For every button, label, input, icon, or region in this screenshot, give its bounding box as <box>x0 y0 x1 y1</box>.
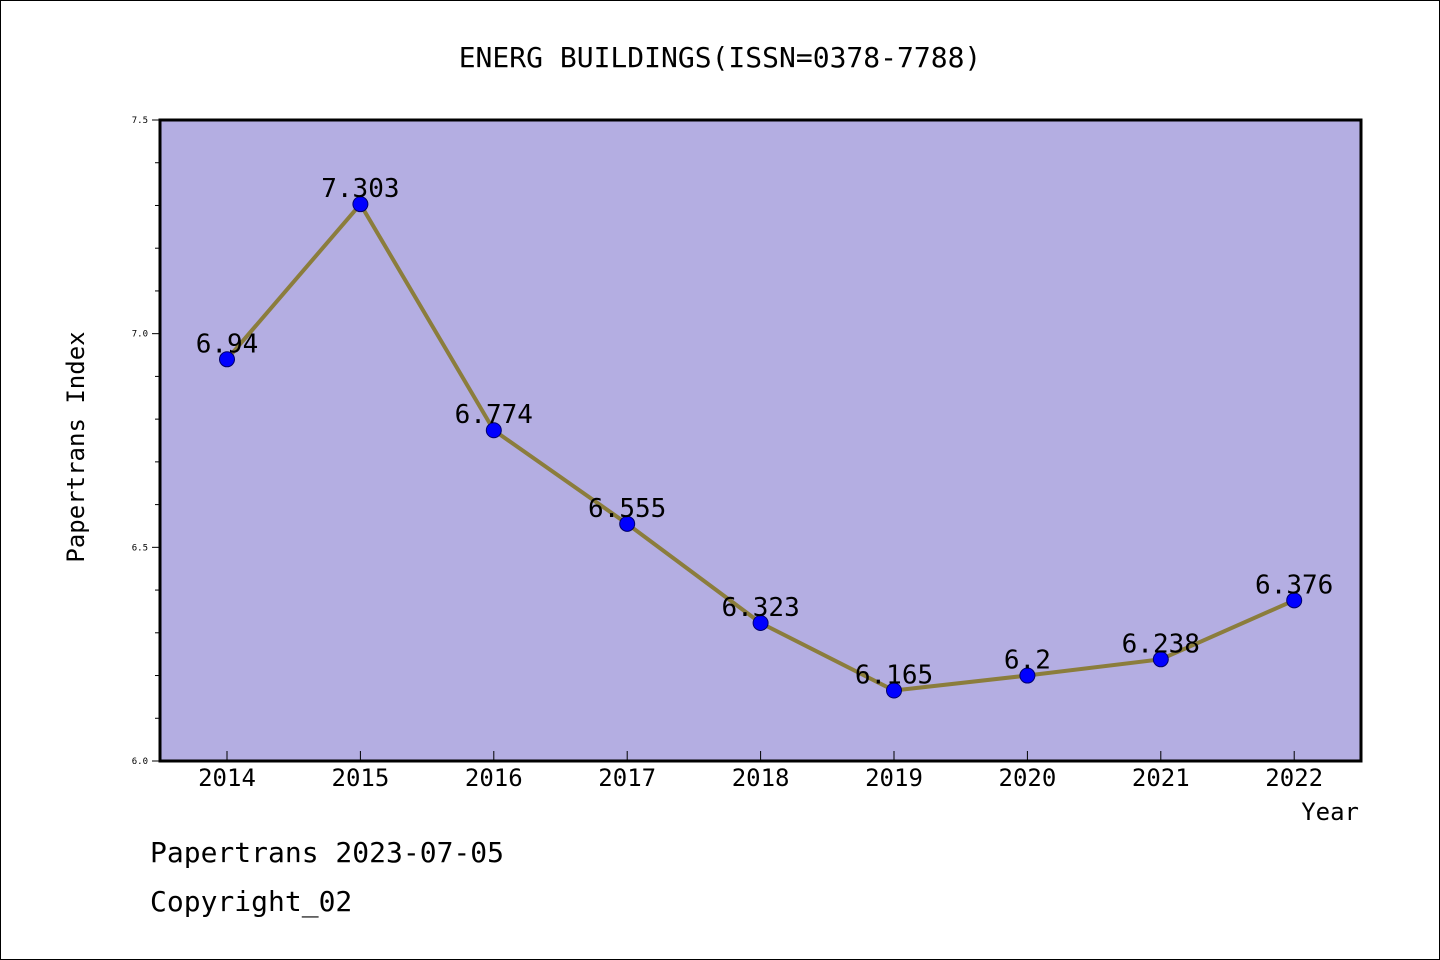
x-tick-label: 2017 <box>598 764 656 792</box>
data-label: 6.323 <box>721 593 799 623</box>
data-labels: 6.94 7.303 6.774 6.555 6.323 6.165 6.2 6.238 6.3… <box>196 174 1334 690</box>
data-label: 6.165 <box>855 660 933 690</box>
data-point <box>1286 592 1303 609</box>
footer-date: Papertrans 2023-07-05 <box>150 836 505 869</box>
data-point <box>619 515 636 532</box>
data-label: 6.2 <box>1004 646 1051 676</box>
x-tick-label: 2014 <box>198 764 256 792</box>
x-tick-label: 2018 <box>732 764 790 792</box>
data-label: 7.303 <box>321 174 399 204</box>
y-tick-label: 6.0 <box>132 757 148 767</box>
data-label: 6.376 <box>1255 570 1333 600</box>
data-point <box>352 196 369 213</box>
y-tick-label: 7.0 <box>132 330 148 340</box>
y-axis: 6.0 6.5 7.0 7.5 <box>132 116 160 767</box>
x-tick-label: 2019 <box>865 764 923 792</box>
data-point <box>219 351 235 368</box>
data-point <box>485 422 502 439</box>
y-tick-label: 7.5 <box>132 116 148 126</box>
data-point <box>1019 667 1036 684</box>
x-axis-label: Year <box>1301 798 1359 826</box>
data-point <box>752 614 769 631</box>
plot-border <box>158 118 1363 763</box>
data-label: 6.238 <box>1122 629 1200 659</box>
x-tick-label: 2020 <box>999 764 1057 792</box>
data-label: 6.774 <box>455 400 533 430</box>
y-axis-label: Papertrans Index <box>62 331 90 562</box>
data-label: 6.555 <box>588 494 666 524</box>
x-tick-label: 2022 <box>1265 764 1323 792</box>
data-point <box>886 682 902 699</box>
x-tick-label: 2016 <box>465 764 523 792</box>
x-axis: 2014 2015 2016 2017 2018 2019 2020 2021 2022 <box>198 751 1323 792</box>
plot-area <box>160 120 1361 761</box>
footer-copyright: Copyright_02 <box>150 885 353 918</box>
data-points <box>219 196 1303 699</box>
x-tick-label: 2015 <box>332 764 390 792</box>
data-label: 6.94 <box>196 329 259 359</box>
chart-title: ENERG BUILDINGS(ISSN=0378-7788) <box>459 41 982 74</box>
data-point <box>1152 651 1169 668</box>
x-tick-label: 2021 <box>1132 764 1190 792</box>
y-tick-label: 6.5 <box>132 543 148 553</box>
